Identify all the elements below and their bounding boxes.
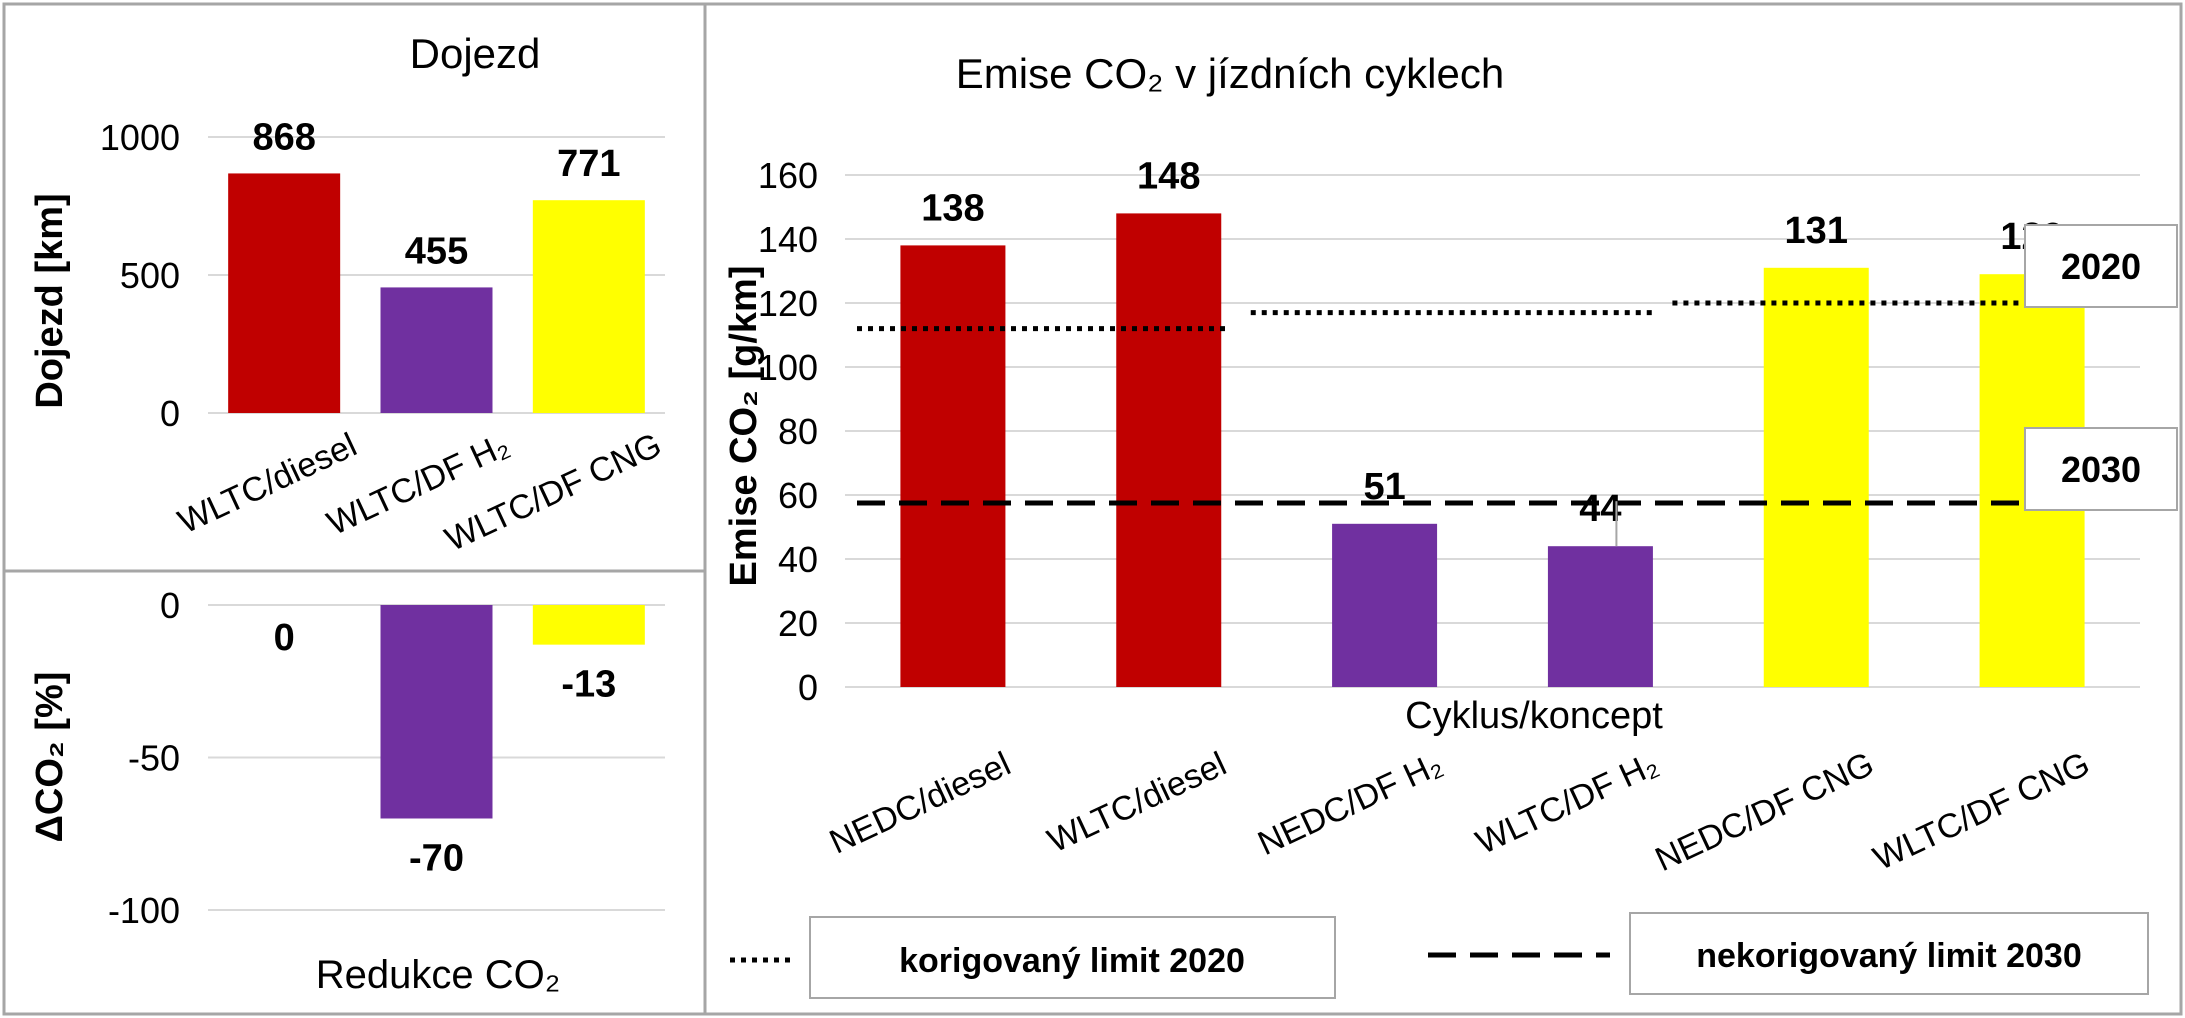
range-y-tick-label: 1000 [100,117,180,158]
range-data-label: 771 [557,143,620,185]
reduction-y-tick-label: -100 [108,890,180,931]
emissions-bar [1547,546,1653,687]
emissions-y-tick-label: 60 [778,475,818,516]
reduction-data-label: -13 [561,664,616,706]
reduction-y-axis-label: ΔCO₂ [%] [29,672,71,843]
limit-2030-tag: 2030 [2061,449,2141,490]
emissions-y-tick-label: 0 [798,667,818,708]
legend-2030-box [1629,912,2149,995]
range-chart-title: Dojezd [410,30,541,77]
emissions-chart-title: Emise CO₂ v jízdních cyklech [956,50,1504,97]
limit-2020-tag-box [2024,224,2178,308]
legend-2030-label: nekorigovaný limit 2030 [1696,937,2082,975]
range-bar [380,287,493,413]
emissions-data-label: 51 [1363,466,1405,508]
emissions-bar [1763,267,1869,687]
reduction-bar [380,605,493,819]
emissions-data-label: 131 [1785,210,1848,252]
emissions-y-tick-label: 120 [758,283,818,324]
emissions-y-tick-label: 140 [758,219,818,260]
emissions-y-tick-label: 100 [758,347,818,388]
emissions-y-tick-label: 160 [758,155,818,196]
reduction-y-tick-label: 0 [160,585,180,626]
reduction-chart-title: Redukce CO₂ [316,953,561,997]
reduction-data-label: -70 [409,838,464,880]
reduction-bar [532,605,645,645]
limit-2020-tag: 2020 [2061,246,2141,287]
emissions-data-label: 138 [921,187,984,229]
legend-2020-box [809,916,1336,999]
emissions-data-label: 44 [1579,488,1621,530]
range-y-axis-label: Dojezd [km] [29,193,71,408]
emissions-y-tick-label: 80 [778,411,818,452]
reduction-y-tick-label: -50 [128,738,180,779]
range-y-tick-label: 500 [120,255,180,296]
reduction-chart: ΔCO₂ [%] 0 -50 -100 0 -70 -13 Redukce CO₂ [29,585,665,997]
range-data-label: 455 [405,230,468,272]
emissions-bar [1116,213,1222,687]
emissions-bar [900,245,1006,687]
emissions-data-label: 148 [1137,155,1200,197]
range-bar [228,173,341,413]
range-y-tick-label: 0 [160,393,180,434]
emissions-y-tick-label: 20 [778,603,818,644]
emissions-bar [1332,523,1438,687]
range-data-label: 868 [252,116,315,158]
emissions-x-axis-label: Cyklus/koncept [1405,695,1663,737]
emissions-y-axis-label: Emise CO₂ [g/km] [723,266,765,587]
range-bar [532,200,645,413]
emissions-y-tick-label: 40 [778,539,818,580]
limit-2030-tag-box [2024,427,2178,511]
reduction-data-label: 0 [274,617,295,659]
panel-frame-reduction [2,569,707,1016]
legend-2020-label: korigovaný limit 2020 [899,942,1245,980]
